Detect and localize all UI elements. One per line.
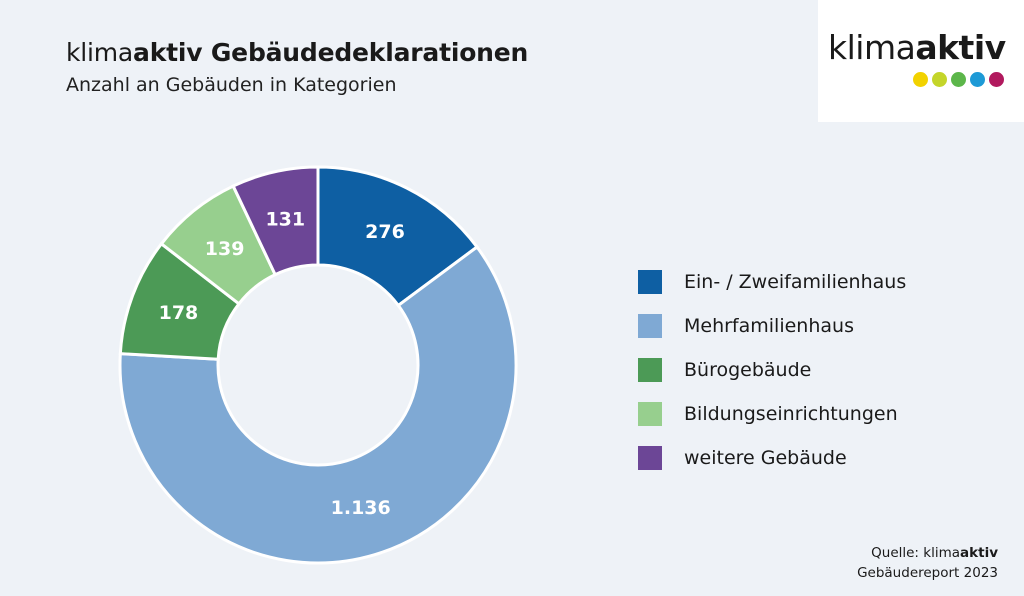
chart-subtitle: Anzahl an Gebäuden in Kategorien	[66, 74, 397, 96]
logo-dot-5	[989, 72, 1004, 87]
source-line-2: Gebäudereport 2023	[857, 565, 998, 581]
klimaaktiv-logo: klimaaktiv	[818, 0, 1024, 122]
source-line-1: Quelle: klimaaktiv	[871, 545, 998, 561]
legend-item: weitere Gebäude	[638, 436, 906, 480]
legend-label: weitere Gebäude	[684, 447, 847, 469]
slice-value-label-2: 1.136	[331, 497, 391, 519]
slice-value-label-4: 139	[205, 238, 245, 260]
logo-dot-2	[932, 72, 947, 87]
legend-swatch	[638, 270, 662, 294]
logo-dot-1	[913, 72, 928, 87]
chart-legend: Ein- / Zweifamilienhaus Mehrfamilienhaus B…	[638, 260, 906, 480]
legend-label: Ein- / Zweifamilienhaus	[684, 271, 907, 293]
legend-item: Mehrfamilienhaus	[638, 304, 906, 348]
legend-swatch	[638, 358, 662, 382]
donut-slice-2	[118, 244, 518, 565]
legend-item: Bürogebäude	[638, 348, 906, 392]
donut-slice-5	[231, 165, 320, 277]
slice-value-label-1: 276	[365, 221, 405, 243]
legend-label: Bürogebäude	[684, 359, 812, 381]
chart-title: klimaaktiv Gebäudedeklarationen	[66, 38, 529, 67]
legend-item: Ein- / Zweifamilienhaus	[638, 260, 906, 304]
logo-wordmark: klimaaktiv	[828, 28, 1006, 67]
legend-swatch	[638, 402, 662, 426]
slice-value-label-3: 178	[159, 302, 199, 324]
logo-dot-4	[970, 72, 985, 87]
donut-chart: 276 1.136 178 139 131	[118, 165, 518, 565]
legend-item: Bildungseinrichtungen	[638, 392, 906, 436]
legend-swatch	[638, 446, 662, 470]
legend-label: Bildungseinrichtungen	[684, 403, 898, 425]
legend-swatch	[638, 314, 662, 338]
source-note: Quelle: klimaaktiv Gebäudereport 2023	[857, 543, 998, 583]
slice-value-label-5: 131	[265, 209, 305, 231]
logo-dot-3	[951, 72, 966, 87]
legend-label: Mehrfamilienhaus	[684, 315, 854, 337]
logo-dots	[913, 72, 1004, 87]
